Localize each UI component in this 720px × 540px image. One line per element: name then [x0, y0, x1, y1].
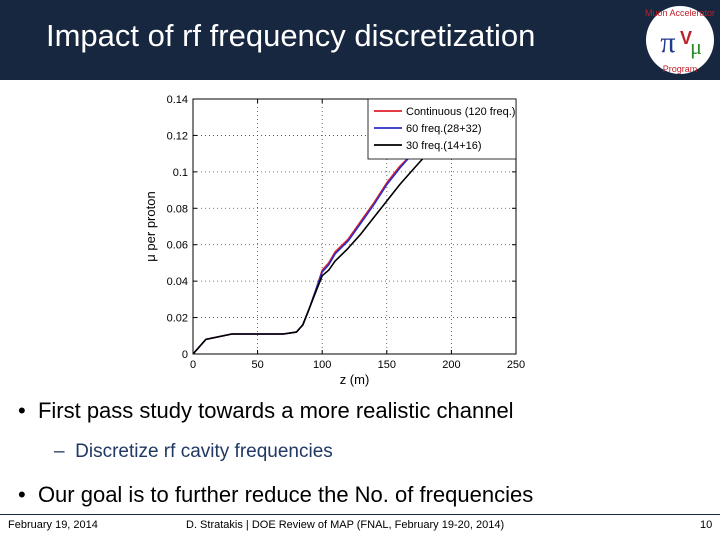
y-tick-label: 0.04 [167, 276, 188, 288]
legend-label-1: Continuous (120 freq.) [406, 106, 515, 118]
header-bar: Impact of rf frequency discretization [0, 0, 720, 80]
y-tick-label: 0.12 [167, 130, 188, 142]
line-chart: 0 50 100 150 200 250 0 0.02 0.04 0.06 0.08 0.1 0.12 0… [143, 94, 525, 387]
y-tick-label: 0.14 [167, 94, 188, 106]
y-tick-label: 0 [182, 349, 188, 361]
y-axis-label: μ per proton [143, 191, 158, 261]
x-tick-label: 50 [251, 359, 263, 371]
x-axis-label: z (m) [340, 372, 370, 387]
bullet-1: • First pass study towards a more realis… [18, 398, 514, 423]
muon-accelerator-program-logo: Muon Accelerator π V μ Program [645, 6, 715, 74]
y-tick-label: 0.06 [167, 240, 188, 252]
bullet-2: • Our goal is to further reduce the No. … [18, 482, 534, 507]
legend-box [367, 98, 517, 160]
y-tick-label: 0.1 [173, 167, 188, 179]
bullet-2-text: Our goal is to further reduce the No. of… [37, 482, 534, 507]
footer-center: D. Stratakis | DOE Review of MAP (FNAL, … [186, 519, 505, 531]
svg-text:V: V [680, 28, 692, 48]
bullet-1-text: First pass study towards a more realisti… [37, 398, 514, 423]
x-tick-label: 200 [442, 359, 460, 371]
x-tick-label: 100 [313, 359, 331, 371]
sub-bullet-1: – Discretize rf cavity frequencies [54, 441, 333, 462]
svg-text:μ: μ [690, 34, 702, 59]
sub-bullet-1-text: Discretize rf cavity frequencies [75, 441, 333, 462]
svg-text:π: π [660, 26, 675, 59]
footer-divider [0, 514, 720, 515]
y-tick-label: 0.08 [167, 203, 188, 215]
x-tick-label: 0 [190, 359, 196, 371]
legend-label-2: 60 freq.(28+32) [406, 123, 482, 135]
plot-frame [192, 98, 517, 355]
x-tick-label: 150 [378, 359, 396, 371]
y-tick-label: 0.02 [167, 313, 188, 325]
footer-date: February 19, 2014 [8, 519, 98, 531]
page-title: Impact of rf frequency discretization [46, 18, 536, 53]
x-tick-label: 250 [507, 359, 525, 371]
footer-page-number: 10 [700, 519, 713, 531]
legend-label-3: 30 freq.(14+16) [406, 140, 482, 152]
logo-text-top: Muon Accelerator [645, 8, 715, 18]
logo-text-bottom: Program [663, 64, 698, 74]
